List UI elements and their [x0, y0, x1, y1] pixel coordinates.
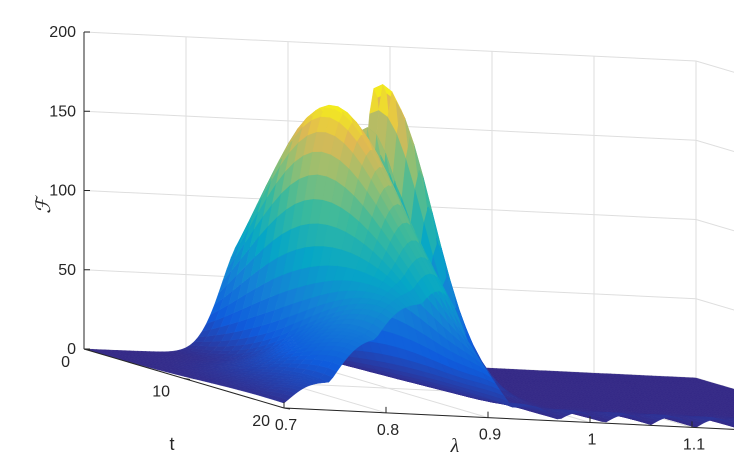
surface-patch — [723, 421, 734, 426]
surface-patch — [729, 390, 734, 393]
y-tick-label-2: 20 — [252, 413, 270, 430]
y-tick-label-0: 0 — [61, 354, 70, 371]
surface-patch — [723, 414, 734, 418]
grid-line-side-z-4 — [695, 60, 734, 73]
grid-line-side-z-1 — [695, 298, 734, 311]
axes-layer — [83, 31, 734, 430]
x-tick-label-1: 0.8 — [377, 422, 399, 439]
surface-patch — [722, 412, 734, 416]
x-tick-label-0: 0.7 — [275, 417, 297, 434]
z-tick-label-4: 200 — [49, 24, 76, 41]
surface-patch — [728, 399, 734, 402]
grid-line-back-z-4 — [83, 31, 697, 62]
surface-patch — [724, 417, 734, 419]
surface-patch — [725, 410, 734, 414]
surface-patch — [724, 408, 734, 412]
surface-patch — [726, 395, 734, 398]
surface-patch — [730, 392, 734, 395]
surface-patch — [728, 416, 734, 419]
surface-patch — [731, 406, 734, 408]
z-tick-label-3: 150 — [49, 103, 76, 120]
x-tick-label-4: 1.1 — [683, 436, 705, 453]
surface-patch — [730, 404, 734, 406]
surface-patch — [723, 406, 734, 410]
surface-patch — [729, 401, 734, 404]
surface-patch — [721, 401, 734, 405]
z-tick-label-2: 100 — [49, 183, 76, 200]
z-tick-label-1: 50 — [58, 262, 76, 279]
surface-patch — [726, 413, 734, 416]
x-tick-label-3: 1 — [588, 432, 597, 449]
surface-patch — [725, 390, 734, 394]
surface-patch — [725, 401, 734, 405]
surface-patch — [724, 399, 734, 403]
surface-patch — [729, 417, 734, 419]
z-axis-label: ℱ — [33, 195, 55, 214]
surface-layer — [83, 84, 734, 428]
grid-line-side-z-2 — [695, 219, 734, 232]
surface-patch — [724, 388, 734, 392]
surface-patch — [731, 425, 734, 428]
surface-patch — [725, 418, 734, 421]
surface-patch — [721, 390, 734, 394]
y-tick-label-1: 10 — [152, 384, 170, 401]
surface-patch — [729, 418, 734, 420]
surface-patch — [729, 410, 734, 413]
surface-patch — [721, 410, 734, 414]
x-axis-label: λ — [450, 435, 460, 457]
surface-patch — [730, 413, 734, 415]
surface-patch — [726, 392, 734, 396]
grid-line-side-z-3 — [695, 139, 734, 152]
surface-patch — [721, 392, 734, 396]
y-tick-mark-2 — [283, 407, 291, 410]
surface-patch — [731, 415, 734, 417]
surface-patch — [728, 388, 734, 391]
y-axis-label: t — [169, 434, 174, 454]
y-tick-mark-1 — [183, 378, 191, 380]
x-tick-label-2: 0.9 — [479, 427, 501, 444]
z-tick-label-0: 0 — [67, 341, 76, 358]
surface-patch — [722, 394, 734, 398]
surface-patch — [727, 415, 734, 418]
y-tick-mark-0 — [83, 348, 91, 351]
surface-patch — [723, 397, 734, 401]
surface-patch — [726, 404, 734, 407]
surface-patch — [722, 403, 734, 408]
